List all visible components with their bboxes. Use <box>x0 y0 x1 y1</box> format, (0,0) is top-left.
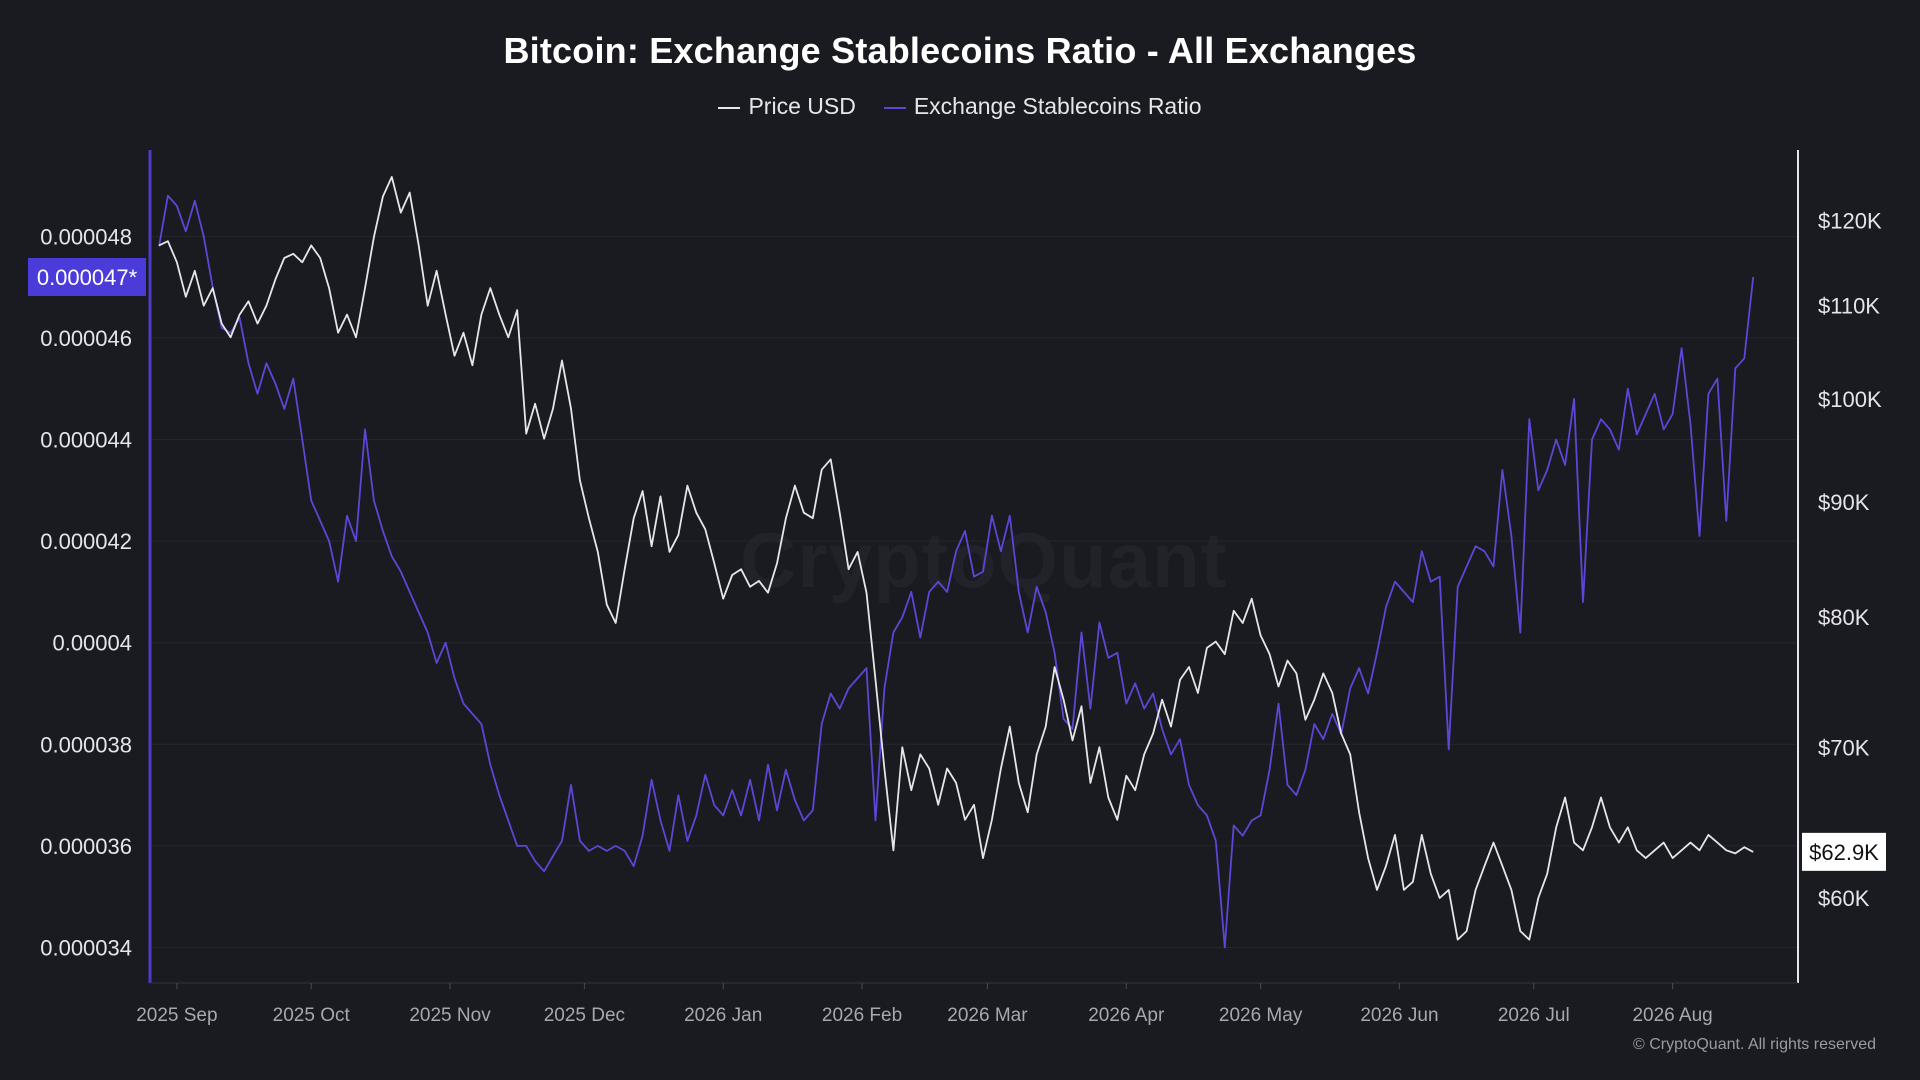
x-tick-label: 2026 Mar <box>947 1005 1028 1026</box>
y-right-tick-label: $70K <box>1818 735 1870 760</box>
series-line-ratio <box>158 194 1755 949</box>
y-left-tick-label: 0.000046 <box>40 326 132 351</box>
x-tick-label: 2025 Dec <box>544 1005 625 1026</box>
legend-swatch-price <box>718 106 741 109</box>
x-tick-label: 2026 Jul <box>1498 1005 1570 1026</box>
current-ratio-label: 0.000047* <box>37 265 138 290</box>
x-tick-label: 2026 Feb <box>822 1005 902 1026</box>
y-left-tick-label: 0.000036 <box>40 834 132 859</box>
legend-swatch-ratio <box>883 106 906 109</box>
series-line-price <box>158 175 1754 941</box>
x-tick-label: 2026 Jun <box>1360 1005 1438 1026</box>
y-left-tick-label: 0.000038 <box>40 732 132 757</box>
y-right-tick-label: $100K <box>1818 387 1882 412</box>
y-right-tick-label: $80K <box>1818 605 1870 630</box>
y-left-tick-label: 0.00004 <box>52 631 132 656</box>
y-left-tick-label: 0.000034 <box>40 935 132 960</box>
current-price-label: $62.9K <box>1809 840 1879 865</box>
y-right-tick-label: $120K <box>1818 209 1882 234</box>
x-tick-label: 2026 Jan <box>684 1005 762 1026</box>
legend-item-ratio[interactable]: Exchange Stablecoins Ratio <box>883 93 1202 120</box>
legend: Price USD Exchange Stablecoins Ratio <box>0 93 1920 120</box>
y-right-tick-label: $60K <box>1818 886 1870 911</box>
y-right-tick-label: $90K <box>1818 490 1870 515</box>
x-tick-label: 2026 Apr <box>1088 1005 1165 1026</box>
current-ratio-badge <box>28 257 146 296</box>
x-tick-label: 2026 Aug <box>1632 1005 1712 1026</box>
y-left-tick-label: 0.000044 <box>40 428 132 453</box>
current-price-badge <box>1802 832 1886 871</box>
legend-label-ratio: Exchange Stablecoins Ratio <box>913 93 1202 119</box>
x-tick-label: 2025 Nov <box>409 1005 491 1026</box>
chart-title: Bitcoin: Exchange Stablecoins Ratio - Al… <box>503 30 1417 71</box>
copyright-text: © CryptoQuant. All rights reserved <box>1633 1036 1876 1053</box>
x-tick-label: 2025 Oct <box>273 1005 351 1026</box>
legend-label-price: Price USD <box>748 93 856 119</box>
x-tick-label: 2026 May <box>1219 1005 1303 1026</box>
x-tick-label: 2025 Sep <box>136 1005 217 1026</box>
y-left-tick-label: 0.000042 <box>40 529 132 554</box>
legend-item-price[interactable]: Price USD <box>718 93 856 120</box>
y-right-tick-label: $110K <box>1818 294 1880 319</box>
y-left-tick-label: 0.000048 <box>40 224 132 249</box>
